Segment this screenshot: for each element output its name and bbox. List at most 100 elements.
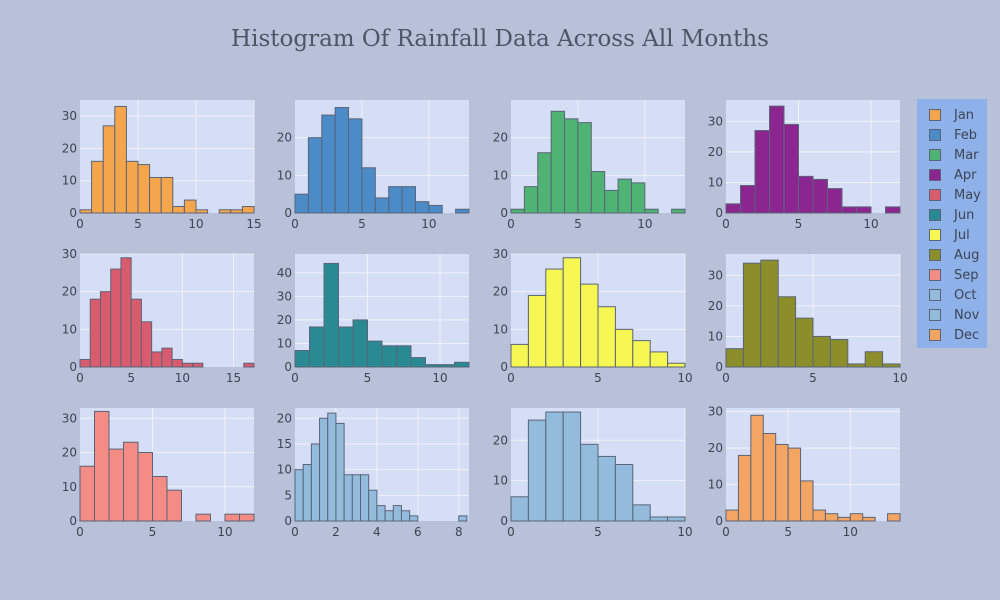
x-tick-label: 0 [291,371,299,385]
legend-item-oct[interactable]: Oct [917,285,987,305]
y-tick-label: 30 [708,268,723,282]
histogram-bar [79,465,95,522]
histogram-bar [192,362,204,368]
histogram-bar [338,326,354,368]
x-tick-label: 5 [358,217,366,231]
legend-item-apr[interactable]: Apr [917,165,987,185]
y-tick-label: 10 [493,474,508,488]
x-tick-label: 10 [637,217,652,231]
y-tick-label: 10 [277,336,292,350]
x-tick-label: 5 [134,217,142,231]
histogram-bar [327,412,337,522]
x-tick-label: 10 [175,371,190,385]
histogram-bar [183,199,197,214]
histogram-bar [125,160,139,214]
histogram-bar [428,204,443,214]
histogram-bar [152,475,168,522]
y-tick-label: 20 [277,411,292,425]
histogram-bar [376,505,386,522]
legend-item-jul[interactable]: Jul [917,225,987,245]
legend-item-dec[interactable]: Dec [917,325,987,345]
x-tick-label: 5 [809,371,817,385]
legend-item-jan[interactable]: Jan [917,105,987,125]
histogram-bar [510,208,525,214]
histogram-bar [856,206,872,214]
y-tick-label: 30 [62,247,77,261]
histogram-bar [725,509,739,522]
legend-swatch [929,209,941,221]
x-tick-label: 0 [722,525,730,539]
y-tick-label: 30 [277,289,292,303]
histogram-bar [632,504,651,522]
x-tick-label: 5 [149,525,157,539]
histogram-bar [161,347,173,368]
legend-swatch [929,249,941,261]
histogram-bar [562,411,582,522]
histogram-bar [368,489,378,522]
y-tick-label: 30 [62,109,77,123]
x-tick-label: 10 [432,371,447,385]
subplot-dec: 0 10 20 30 0 5 10 [708,405,901,539]
histogram-bar [302,464,312,522]
histogram-bar [885,206,901,214]
histogram-bar [195,209,209,214]
y-tick-label: 0 [500,206,508,220]
y-tick-label: 30 [493,247,508,261]
histogram-bar [99,291,112,368]
x-tick-label: 0 [722,217,730,231]
y-tick-label: 20 [277,313,292,327]
x-tick-label: 8 [455,525,463,539]
histogram-bar [102,125,116,214]
subplot-sep: 0 10 20 30 0 5 10 [62,408,255,539]
histogram-bar [562,257,582,368]
histogram-bar [230,209,243,214]
histogram-bar [795,317,814,368]
legend[interactable]: Jan Feb Mar Apr May Jun Jul Aug Sep Oct Nov Dec [917,99,987,348]
x-tick-label: 10 [217,525,232,539]
histogram-bar [827,188,843,214]
y-tick-label: 30 [62,411,77,425]
y-tick-label: 0 [715,360,723,374]
histogram-bar [110,268,122,368]
x-tick-label: 0 [76,217,84,231]
legend-item-may[interactable]: May [917,185,987,205]
histogram-bar [800,480,814,522]
x-tick-label: 0 [722,371,730,385]
x-tick-label: 5 [364,371,372,385]
x-tick-label: 10 [188,217,203,231]
legend-label: Mar [954,147,979,163]
histogram-bar [439,364,455,368]
legend-item-sep[interactable]: Sep [917,265,987,285]
legend-label: Jul [954,227,970,243]
x-tick-label: 10 [421,217,436,231]
legend-swatch [929,189,941,201]
histogram-bar [239,513,255,522]
y-tick-label: 0 [69,514,77,528]
histogram-bar [847,363,866,368]
legend-item-feb[interactable]: Feb [917,125,987,145]
legend-swatch [929,169,941,181]
histogram-bar [425,364,441,368]
histogram-bar [862,516,876,522]
x-tick-label: 10 [892,371,907,385]
legend-item-nov[interactable]: Nov [917,305,987,325]
histogram-bar [120,257,132,368]
histogram-bar [137,452,153,522]
legend-swatch [929,149,941,161]
histogram-bar [614,464,634,522]
legend-item-aug[interactable]: Aug [917,245,987,265]
y-tick-label: 10 [493,168,508,182]
x-tick-label: 10 [677,525,692,539]
histogram-bar [374,197,390,214]
x-tick-label: 5 [784,525,792,539]
histogram-bar [195,513,211,522]
legend-label: Feb [954,127,978,143]
legend-item-mar[interactable]: Mar [917,145,987,165]
histogram-bar [740,185,756,214]
histogram-bar [396,345,412,368]
legend-item-jun[interactable]: Jun [917,205,987,225]
y-tick-label: 20 [708,145,723,159]
histogram-bar [590,171,606,214]
histogram-bar [294,350,310,368]
